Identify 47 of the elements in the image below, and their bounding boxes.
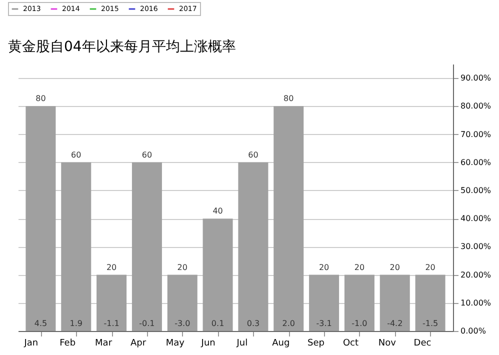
y-tick-label: 40.00% bbox=[460, 214, 492, 224]
annotation: -3.1 bbox=[316, 319, 332, 328]
data-label: 20 bbox=[177, 262, 188, 272]
chart-title: 黄金股自04年以来每月平均上涨概率 bbox=[8, 39, 236, 55]
annotation: 1.9 bbox=[70, 319, 82, 328]
y-tick-label: 90.00% bbox=[460, 74, 492, 83]
x-tick-label: Mar bbox=[95, 338, 112, 348]
data-label: 80 bbox=[284, 94, 294, 104]
data-label: 60 bbox=[248, 150, 258, 160]
annotation: 0.1 bbox=[211, 319, 224, 328]
y-tick-label: 70.00% bbox=[460, 130, 492, 139]
annotation: -1.5 bbox=[422, 319, 438, 328]
y-tick-label: 0.00% bbox=[460, 326, 486, 336]
x-tick-label: Jul bbox=[236, 338, 248, 348]
y-tick-label: 80.00% bbox=[460, 102, 492, 111]
x-tick-label: Dec bbox=[414, 338, 432, 348]
data-label: 20 bbox=[354, 262, 365, 272]
annotation: -3.0 bbox=[174, 319, 190, 328]
y-tick-label: 50.00% bbox=[460, 186, 492, 195]
data-label: 60 bbox=[71, 150, 82, 160]
y-tick-label: 30.00% bbox=[460, 242, 492, 252]
annotation: 0.3 bbox=[246, 319, 260, 328]
annotation: 2.0 bbox=[282, 319, 295, 328]
annotation: -1.1 bbox=[104, 319, 120, 328]
x-tick-label: Jun bbox=[200, 338, 216, 348]
x-tick-label: Jan bbox=[23, 338, 38, 348]
annotation: -4.2 bbox=[387, 319, 403, 328]
data-label: 20 bbox=[390, 262, 400, 272]
y-tick-label: 20.00% bbox=[460, 270, 492, 280]
y-tick-label: 60.00% bbox=[460, 158, 492, 167]
data-label: 20 bbox=[318, 262, 330, 272]
x-tick-label: Sep bbox=[308, 338, 325, 348]
data-label: 20 bbox=[425, 262, 436, 272]
x-tick-label: May bbox=[166, 338, 186, 348]
x-tick-label: Oct bbox=[342, 338, 359, 348]
x-tick-label: Feb bbox=[60, 338, 76, 348]
x-tick-label: Apr bbox=[130, 338, 146, 348]
x-tick-label: Nov bbox=[378, 338, 397, 348]
annotation: -0.1 bbox=[139, 319, 155, 328]
annotation: 4.5 bbox=[34, 319, 48, 328]
annotation: -1.0 bbox=[352, 319, 368, 328]
data-label: 80 bbox=[36, 94, 46, 104]
y-tick-label: 10.00% bbox=[460, 298, 492, 308]
x-tick-label: Aug bbox=[272, 338, 290, 348]
data-label: 20 bbox=[106, 262, 117, 272]
data-label: 60 bbox=[142, 150, 152, 160]
data-label: 40 bbox=[212, 206, 223, 216]
